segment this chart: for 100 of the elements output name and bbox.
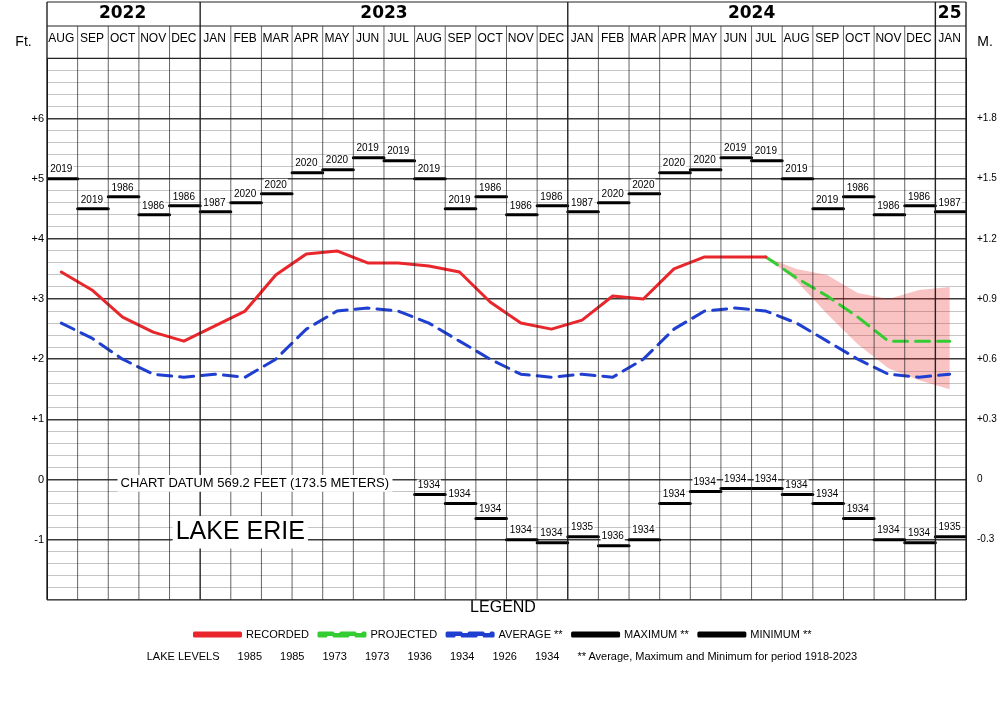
annotation: 1987	[938, 196, 962, 208]
x-tick-label: APR	[294, 30, 320, 45]
annotation: 1986	[509, 199, 533, 211]
y-tick-label: +1	[31, 412, 44, 425]
y2-tick-label: +0.6	[977, 352, 998, 364]
annotation: 2019	[785, 163, 809, 175]
x-tick-label: NOV	[507, 30, 534, 45]
annotation: 2019	[50, 163, 73, 175]
text: 1973	[364, 650, 390, 662]
y-tick-label: 0	[37, 472, 44, 485]
x-tick-label: OCT	[477, 30, 504, 45]
annotation: 1935	[570, 521, 594, 533]
annotation: 2019	[417, 163, 441, 175]
annotation: 2019	[356, 142, 380, 154]
x-tick-label: JUN	[723, 30, 747, 45]
annotation: 1986	[111, 181, 135, 193]
y2-tick-label: 0	[977, 473, 983, 485]
text: LAKE LEVELS	[146, 650, 220, 662]
x-tick-label: AUG	[415, 30, 442, 45]
annotation: 1986	[846, 181, 870, 193]
legend-label: MAXIMUM **	[624, 627, 690, 640]
line-series	[764, 255, 952, 343]
annotation: 1934	[662, 488, 686, 500]
annotation: 1934	[724, 473, 747, 485]
annotation: 1936	[601, 530, 625, 542]
y2-tick-label: +0.9	[977, 292, 998, 304]
annotation: 1934	[540, 527, 563, 539]
annotation: 2020	[632, 178, 655, 190]
y2-tick-label: +1.8	[977, 112, 998, 124]
text: 1973	[322, 650, 347, 662]
x2-tick-label: 25	[937, 2, 962, 23]
annotation: 1934	[693, 476, 717, 488]
annotation: 1934	[816, 488, 839, 500]
y-tick-label: -1	[34, 532, 44, 545]
annotation: 1934	[448, 488, 472, 500]
y-axis-title: Ft.	[15, 33, 32, 50]
x2-tick-label: 2023	[360, 2, 408, 23]
annotation: 1986	[540, 190, 563, 202]
text: 1936	[407, 650, 432, 662]
x-tick-label: SEP	[447, 30, 472, 45]
text: 1934	[449, 650, 475, 662]
annotation: 1986	[479, 181, 502, 193]
annotation: 2019	[754, 145, 778, 157]
legend-label: PROJECTED	[370, 627, 438, 640]
y-tick-label: +6	[31, 111, 44, 124]
x-tick-label: SEP	[815, 30, 840, 45]
text: 1934	[534, 650, 560, 662]
annotation: 1934	[632, 524, 655, 536]
annotation: 2020	[325, 154, 349, 166]
x-tick-label: MAY	[692, 30, 718, 45]
annotation: 1986	[142, 199, 165, 211]
annotation: 1934	[907, 527, 931, 539]
annotation: 1934	[846, 503, 870, 515]
x-tick-label: MAR	[262, 30, 290, 45]
y2-tick-label: +0.3	[977, 413, 998, 425]
x2-tick-label: 2022	[98, 2, 147, 23]
x-tick-label: DEC	[906, 30, 933, 45]
annotation: 2020	[295, 157, 318, 169]
text: 1985	[280, 650, 305, 662]
text: 1926	[492, 650, 517, 662]
x-tick-label: JUN	[355, 30, 380, 45]
x-tick-label: NOV	[140, 30, 167, 45]
annotation: 1934	[754, 473, 778, 485]
annotation: 2019	[387, 145, 410, 157]
x-tick-label: AUG	[48, 30, 75, 45]
annotation: 1986	[172, 190, 196, 202]
text: ** Average, Maximum and Minimum for period 1918-2023	[577, 650, 858, 662]
text: 1985	[237, 650, 263, 662]
x-tick-label: AUG	[783, 30, 810, 45]
x-tick-label: MAY	[324, 30, 350, 45]
annotation: 1934	[877, 524, 900, 536]
legend-label: MINIMUM **	[750, 627, 813, 640]
y-tick-label: +2	[31, 352, 44, 365]
x-tick-label: JAN	[570, 30, 594, 45]
annotation: 1987	[203, 196, 227, 208]
x-tick-label: FEB	[233, 30, 257, 45]
y-tick-label: +3	[31, 292, 44, 305]
y-tick-label: +5	[31, 171, 44, 184]
annotation: 2020	[662, 157, 686, 169]
annotation: 2020	[693, 154, 717, 166]
x-tick-label: JAN	[203, 30, 226, 45]
annotation: 2019	[816, 193, 839, 205]
annotation: 1934	[785, 479, 809, 491]
x-tick-label: SEP	[79, 30, 104, 45]
legend-title: LEGEND	[470, 598, 536, 616]
annotation: 1934	[417, 479, 441, 491]
annotation: 1934	[509, 524, 533, 536]
text: CHART DATUM 569.2 FEET (173.5 METERS)	[120, 474, 390, 490]
annotation: 1935	[938, 521, 962, 533]
annotation: 1986	[907, 190, 931, 202]
x-tick-label: DEC	[171, 30, 197, 45]
x-tick-label: APR	[661, 30, 687, 45]
annotation: 1934	[479, 503, 502, 515]
x-tick-label: JAN	[938, 30, 961, 45]
line-series	[59, 306, 952, 379]
annotation: 2020	[264, 178, 288, 190]
legend-label: AVERAGE **	[498, 627, 564, 640]
annotation: 1987	[570, 196, 594, 208]
x-tick-label: NOV	[875, 30, 902, 45]
y2-tick-label: +1.2	[977, 232, 998, 244]
